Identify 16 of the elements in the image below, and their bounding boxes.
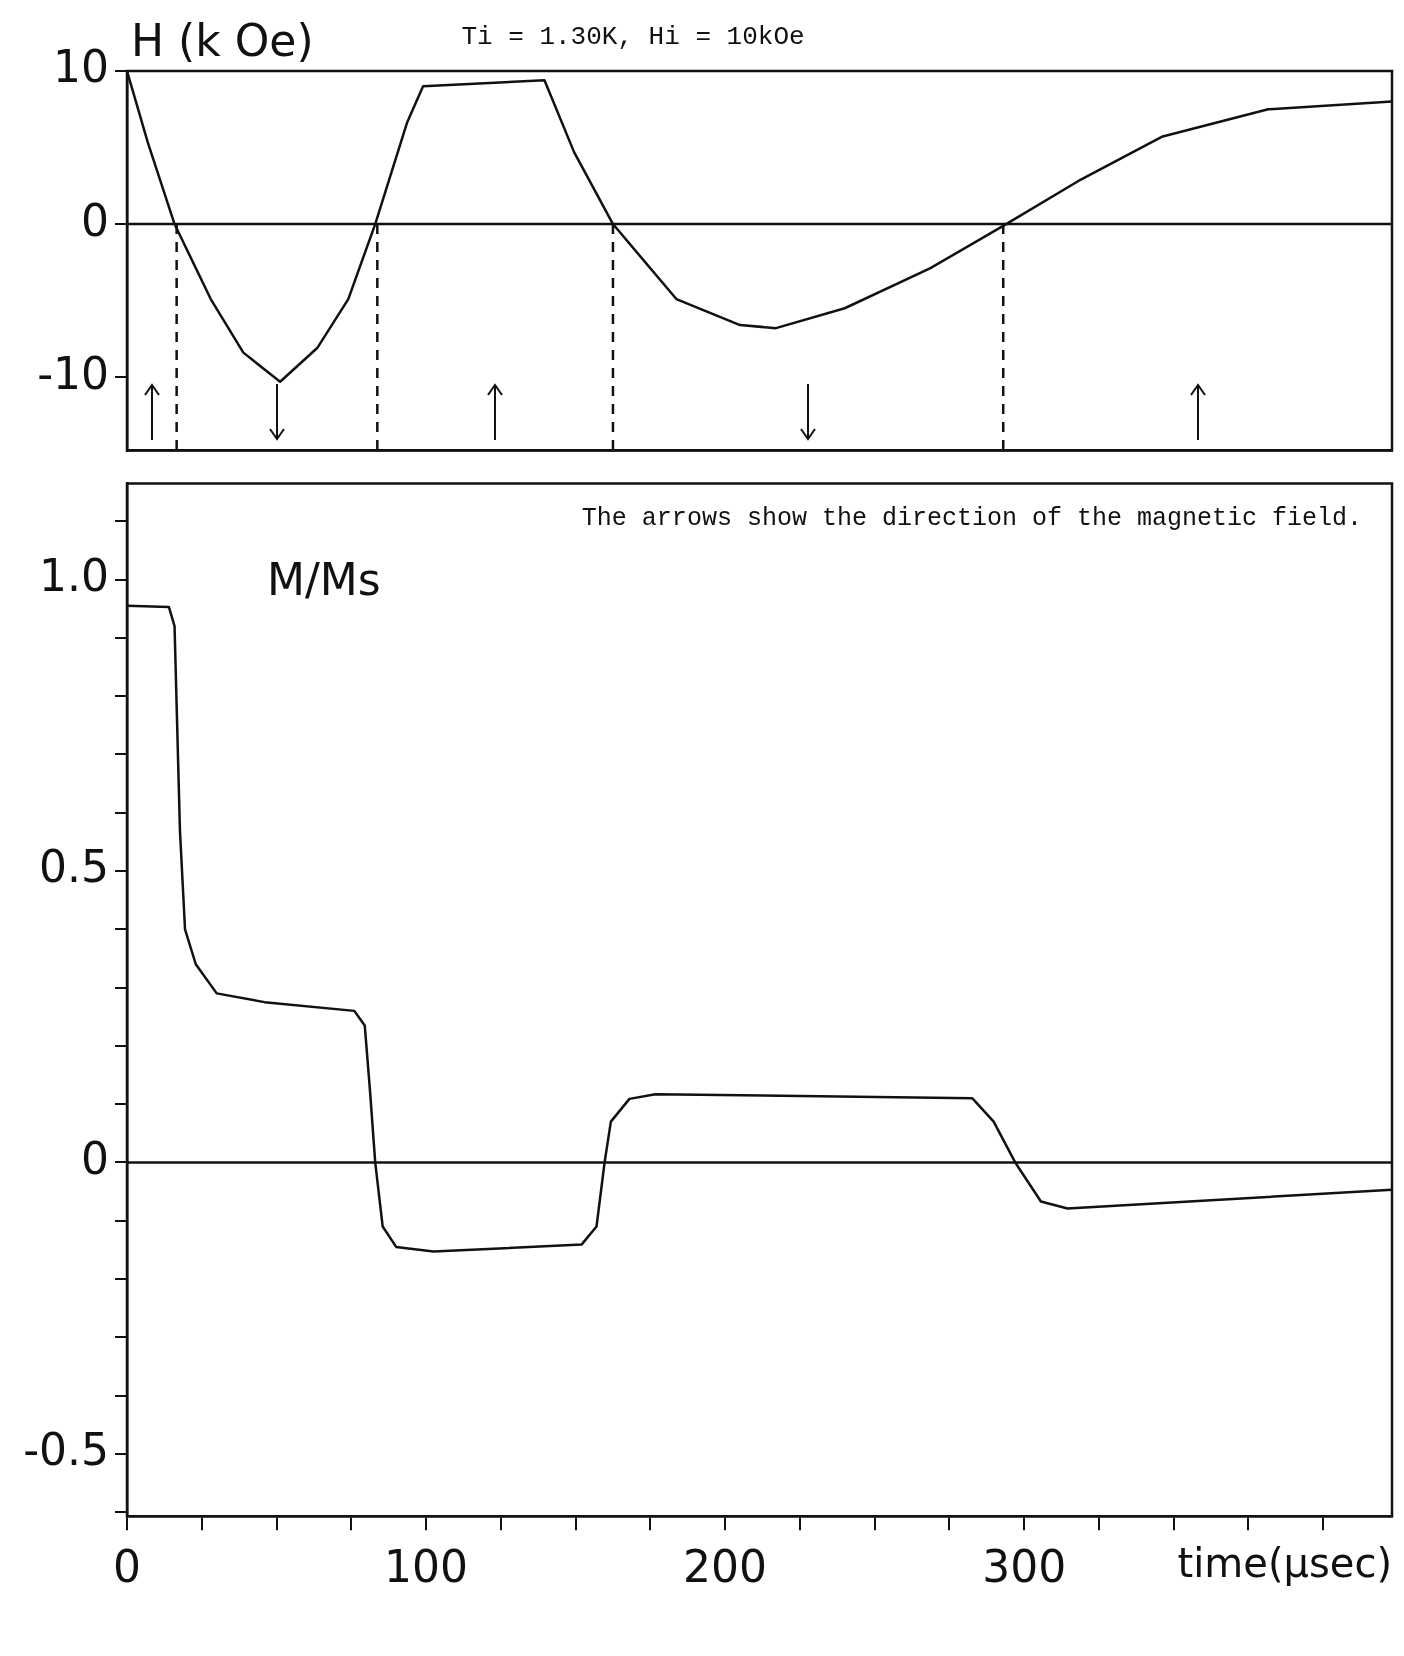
x-tick-label: 300 bbox=[982, 1541, 1067, 1593]
x-tick-label: 100 bbox=[384, 1541, 469, 1593]
chart-title: Ti = 1.30K, Hi = 10kOe bbox=[461, 22, 805, 52]
y-tick-label: 0 bbox=[81, 194, 109, 246]
y-tick-label: 1.0 bbox=[39, 550, 109, 602]
y-axis-title: H (k Oe) bbox=[131, 15, 314, 67]
annotation: The arrows show the direction of the magnetic field. bbox=[581, 503, 1362, 533]
y-tick-label: -0.5 bbox=[23, 1424, 109, 1476]
y-axis-title: M/Ms bbox=[267, 553, 381, 605]
x-tick-label: 0 bbox=[113, 1541, 141, 1593]
x-axis-title: time(µsec) bbox=[1177, 1539, 1392, 1586]
y-tick-label: -10 bbox=[37, 347, 109, 399]
y-tick-label: 0.5 bbox=[39, 841, 109, 893]
x-tick-label: 200 bbox=[683, 1541, 768, 1593]
y-tick-label: 0 bbox=[81, 1132, 109, 1184]
y-tick-label: 10 bbox=[53, 41, 109, 93]
